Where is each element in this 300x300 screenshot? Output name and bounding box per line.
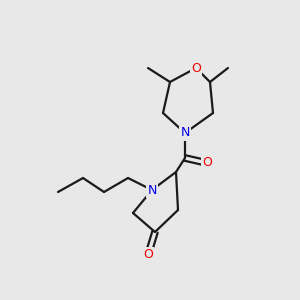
- Text: N: N: [147, 184, 157, 196]
- Text: O: O: [143, 248, 153, 262]
- Text: N: N: [180, 127, 190, 140]
- Text: O: O: [202, 157, 212, 169]
- Text: O: O: [191, 61, 201, 74]
